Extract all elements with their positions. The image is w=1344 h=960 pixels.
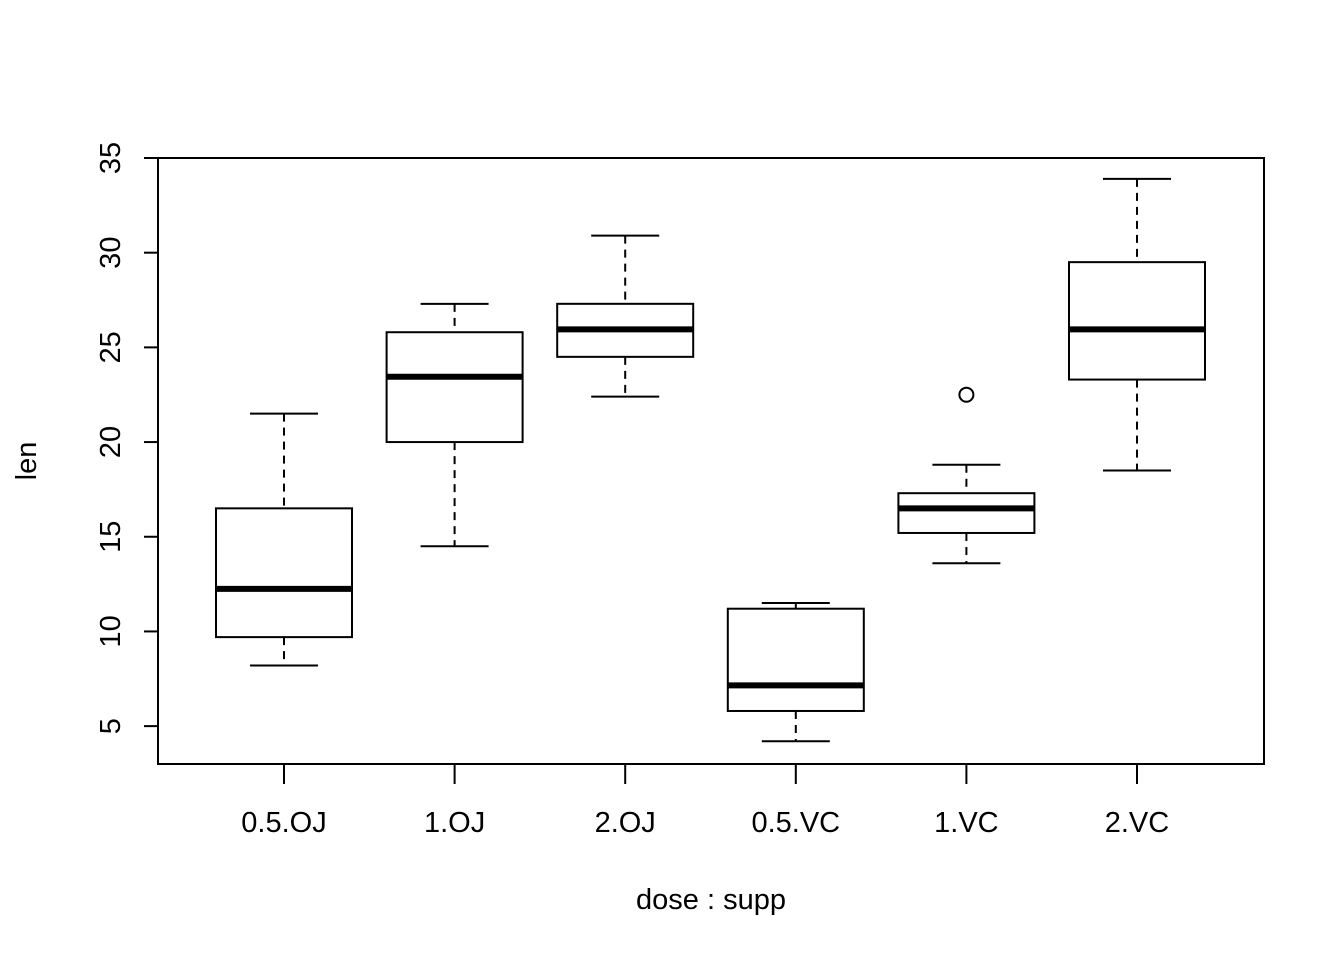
x-axis: 0.5.OJ 1.OJ 2.OJ 0.5.VC 1.VC 2.VC [241, 764, 1169, 839]
x-tick-label: 2.VC [1105, 807, 1169, 839]
box-0.5.VC [726, 602, 865, 743]
y-axis-title: len [11, 442, 43, 481]
box-2.OJ [556, 234, 695, 398]
x-tick-label: 1.OJ [424, 807, 485, 839]
y-tick-label: 35 [95, 142, 127, 174]
iqr-box [1068, 261, 1206, 381]
x-tick-label: 2.OJ [595, 807, 656, 839]
x-tick-label: 1.VC [934, 807, 998, 839]
y-tick-label: 30 [95, 237, 127, 269]
box-0.5.OJ [215, 412, 353, 667]
boxes-group [215, 177, 1206, 743]
y-tick-label: 5 [95, 718, 127, 734]
box-2.VC [1068, 177, 1206, 472]
x-axis-title: dose : supp [636, 884, 786, 916]
y-axis: 5 10 15 20 25 30 35 [95, 142, 159, 734]
iqr-box [385, 331, 524, 444]
iqr-box [726, 607, 865, 712]
y-tick-label: 15 [95, 521, 127, 553]
iqr-box [897, 492, 1036, 534]
box-1.OJ [385, 302, 524, 548]
outlier-point [958, 386, 975, 403]
box-1.VC [897, 386, 1036, 565]
iqr-box [215, 507, 353, 639]
x-tick-label: 0.5.VC [751, 807, 840, 839]
y-tick-label: 20 [95, 426, 127, 458]
x-tick-label: 0.5.OJ [241, 807, 326, 839]
plot-area-frame [157, 157, 1265, 765]
y-tick-label: 10 [95, 615, 127, 647]
y-tick-label: 25 [95, 331, 127, 363]
